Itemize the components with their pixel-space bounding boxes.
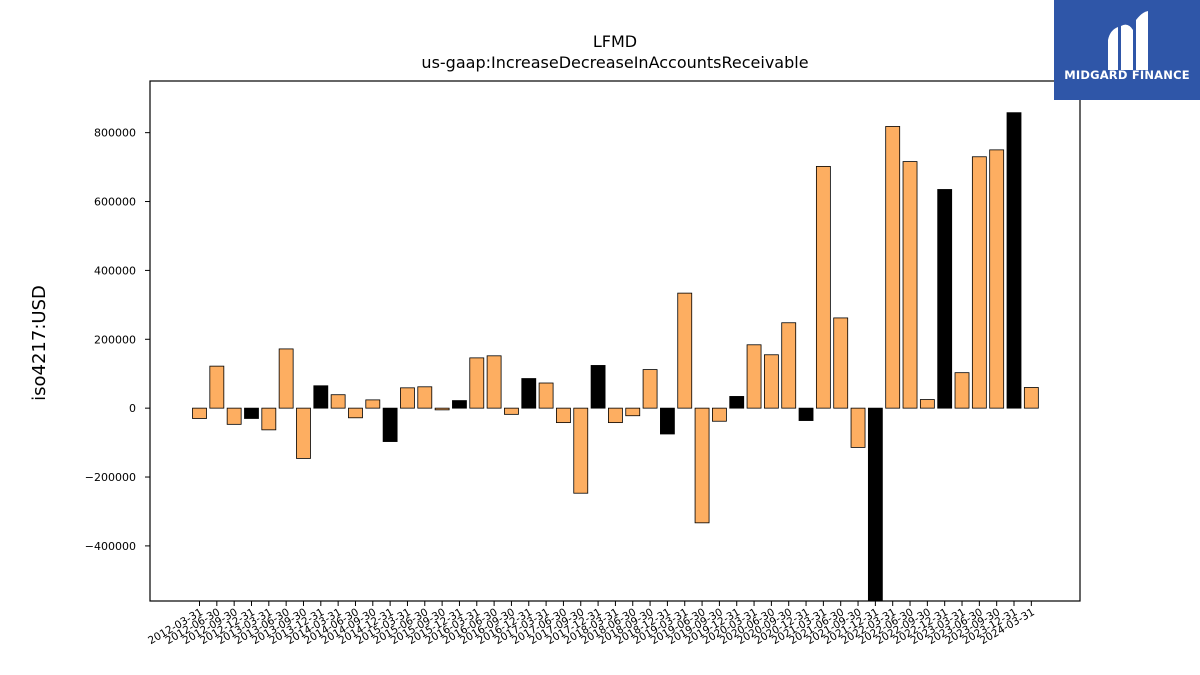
chart-subtitle: us-gaap:IncreaseDecreaseInAccountsReceiv…: [421, 53, 808, 72]
bar-2017-09-30: [573, 407, 589, 494]
bar-2021-06-30: [833, 317, 849, 409]
bar-2016-12-31: [521, 378, 537, 409]
bar-2015-09-30: [434, 407, 450, 411]
bar-2019-09-30: [712, 407, 727, 422]
logo-mark-icon: [1108, 11, 1148, 71]
bar-2024-03-31: [1023, 387, 1039, 409]
bar-2020-09-30: [781, 322, 797, 409]
y-tick-label: 0: [129, 402, 136, 415]
bar-2014-12-31: [382, 407, 398, 442]
bar-2017-03-31: [538, 382, 554, 409]
y-tick-label: −200000: [85, 471, 136, 484]
bar-2021-09-30: [850, 407, 866, 448]
y-tick-label: −400000: [85, 540, 136, 553]
bar-2020-03-31: [746, 344, 762, 409]
bar-2022-09-30: [919, 399, 935, 409]
bar-2014-09-30: [365, 399, 381, 409]
bar-2022-03-31: [885, 126, 901, 409]
bar-2015-06-30: [417, 386, 433, 409]
y-tick-label: 600000: [94, 196, 136, 209]
bars-group: [192, 112, 1039, 601]
bar-2018-09-30: [642, 369, 658, 409]
bar-2012-09-30: [226, 407, 242, 425]
bar-2020-06-30: [763, 354, 779, 409]
bar-2022-12-31: [937, 189, 953, 409]
brand-logo: MIDGARD FINANCE: [1054, 0, 1200, 100]
y-axis-label: iso4217:USD: [29, 285, 50, 401]
bar-2013-03-31: [261, 407, 277, 431]
x-ticks-group: 2012-03-312012-06-302012-09-302012-12-31…: [146, 601, 1037, 647]
plot-frame: [149, 80, 1081, 602]
bar-2023-09-30: [989, 149, 1005, 409]
bar-2016-09-30: [504, 407, 519, 415]
bar-2017-06-30: [556, 407, 571, 424]
bar-2019-12-31: [729, 396, 745, 409]
y-tick-label: 800000: [94, 127, 136, 140]
bar-2016-06-30: [486, 355, 502, 409]
bar-2022-06-30: [902, 161, 918, 409]
bar-2020-12-31: [798, 407, 814, 421]
y-tick-label: 400000: [94, 264, 136, 277]
bar-2013-06-30: [278, 348, 294, 409]
bar-2018-12-31: [660, 407, 675, 435]
bar-2023-12-31: [1006, 112, 1022, 409]
bar-2015-12-31: [452, 400, 467, 409]
bar-2013-09-30: [296, 407, 311, 459]
bar-2012-06-30: [209, 365, 225, 409]
bar-2013-12-31: [313, 385, 329, 409]
chart-title: LFMD: [593, 32, 637, 51]
bar-2019-06-30: [694, 407, 710, 524]
bar-2023-06-30: [971, 156, 987, 409]
bar-2012-12-31: [244, 407, 259, 419]
y-ticks-group: −400000 −200000 0 200000 400000 600000 800000: [85, 127, 150, 553]
bar-2021-03-31: [815, 165, 831, 409]
bar-2023-03-31: [954, 372, 970, 409]
bar-2018-03-31: [608, 407, 623, 424]
bar-2019-03-31: [677, 292, 693, 409]
bar-2014-06-30: [348, 407, 363, 419]
bar-2018-06-30: [625, 407, 641, 417]
bar-2014-03-31: [330, 394, 346, 409]
bar-2017-12-31: [590, 365, 606, 409]
y-tick-label: 200000: [94, 333, 136, 346]
bar-2012-03-31: [192, 407, 207, 419]
bar-2015-03-31: [400, 387, 415, 409]
brand-logo-text: MIDGARD FINANCE: [1064, 68, 1190, 82]
bar-2016-03-31: [469, 357, 485, 409]
bar-2021-12-31: [867, 407, 883, 601]
